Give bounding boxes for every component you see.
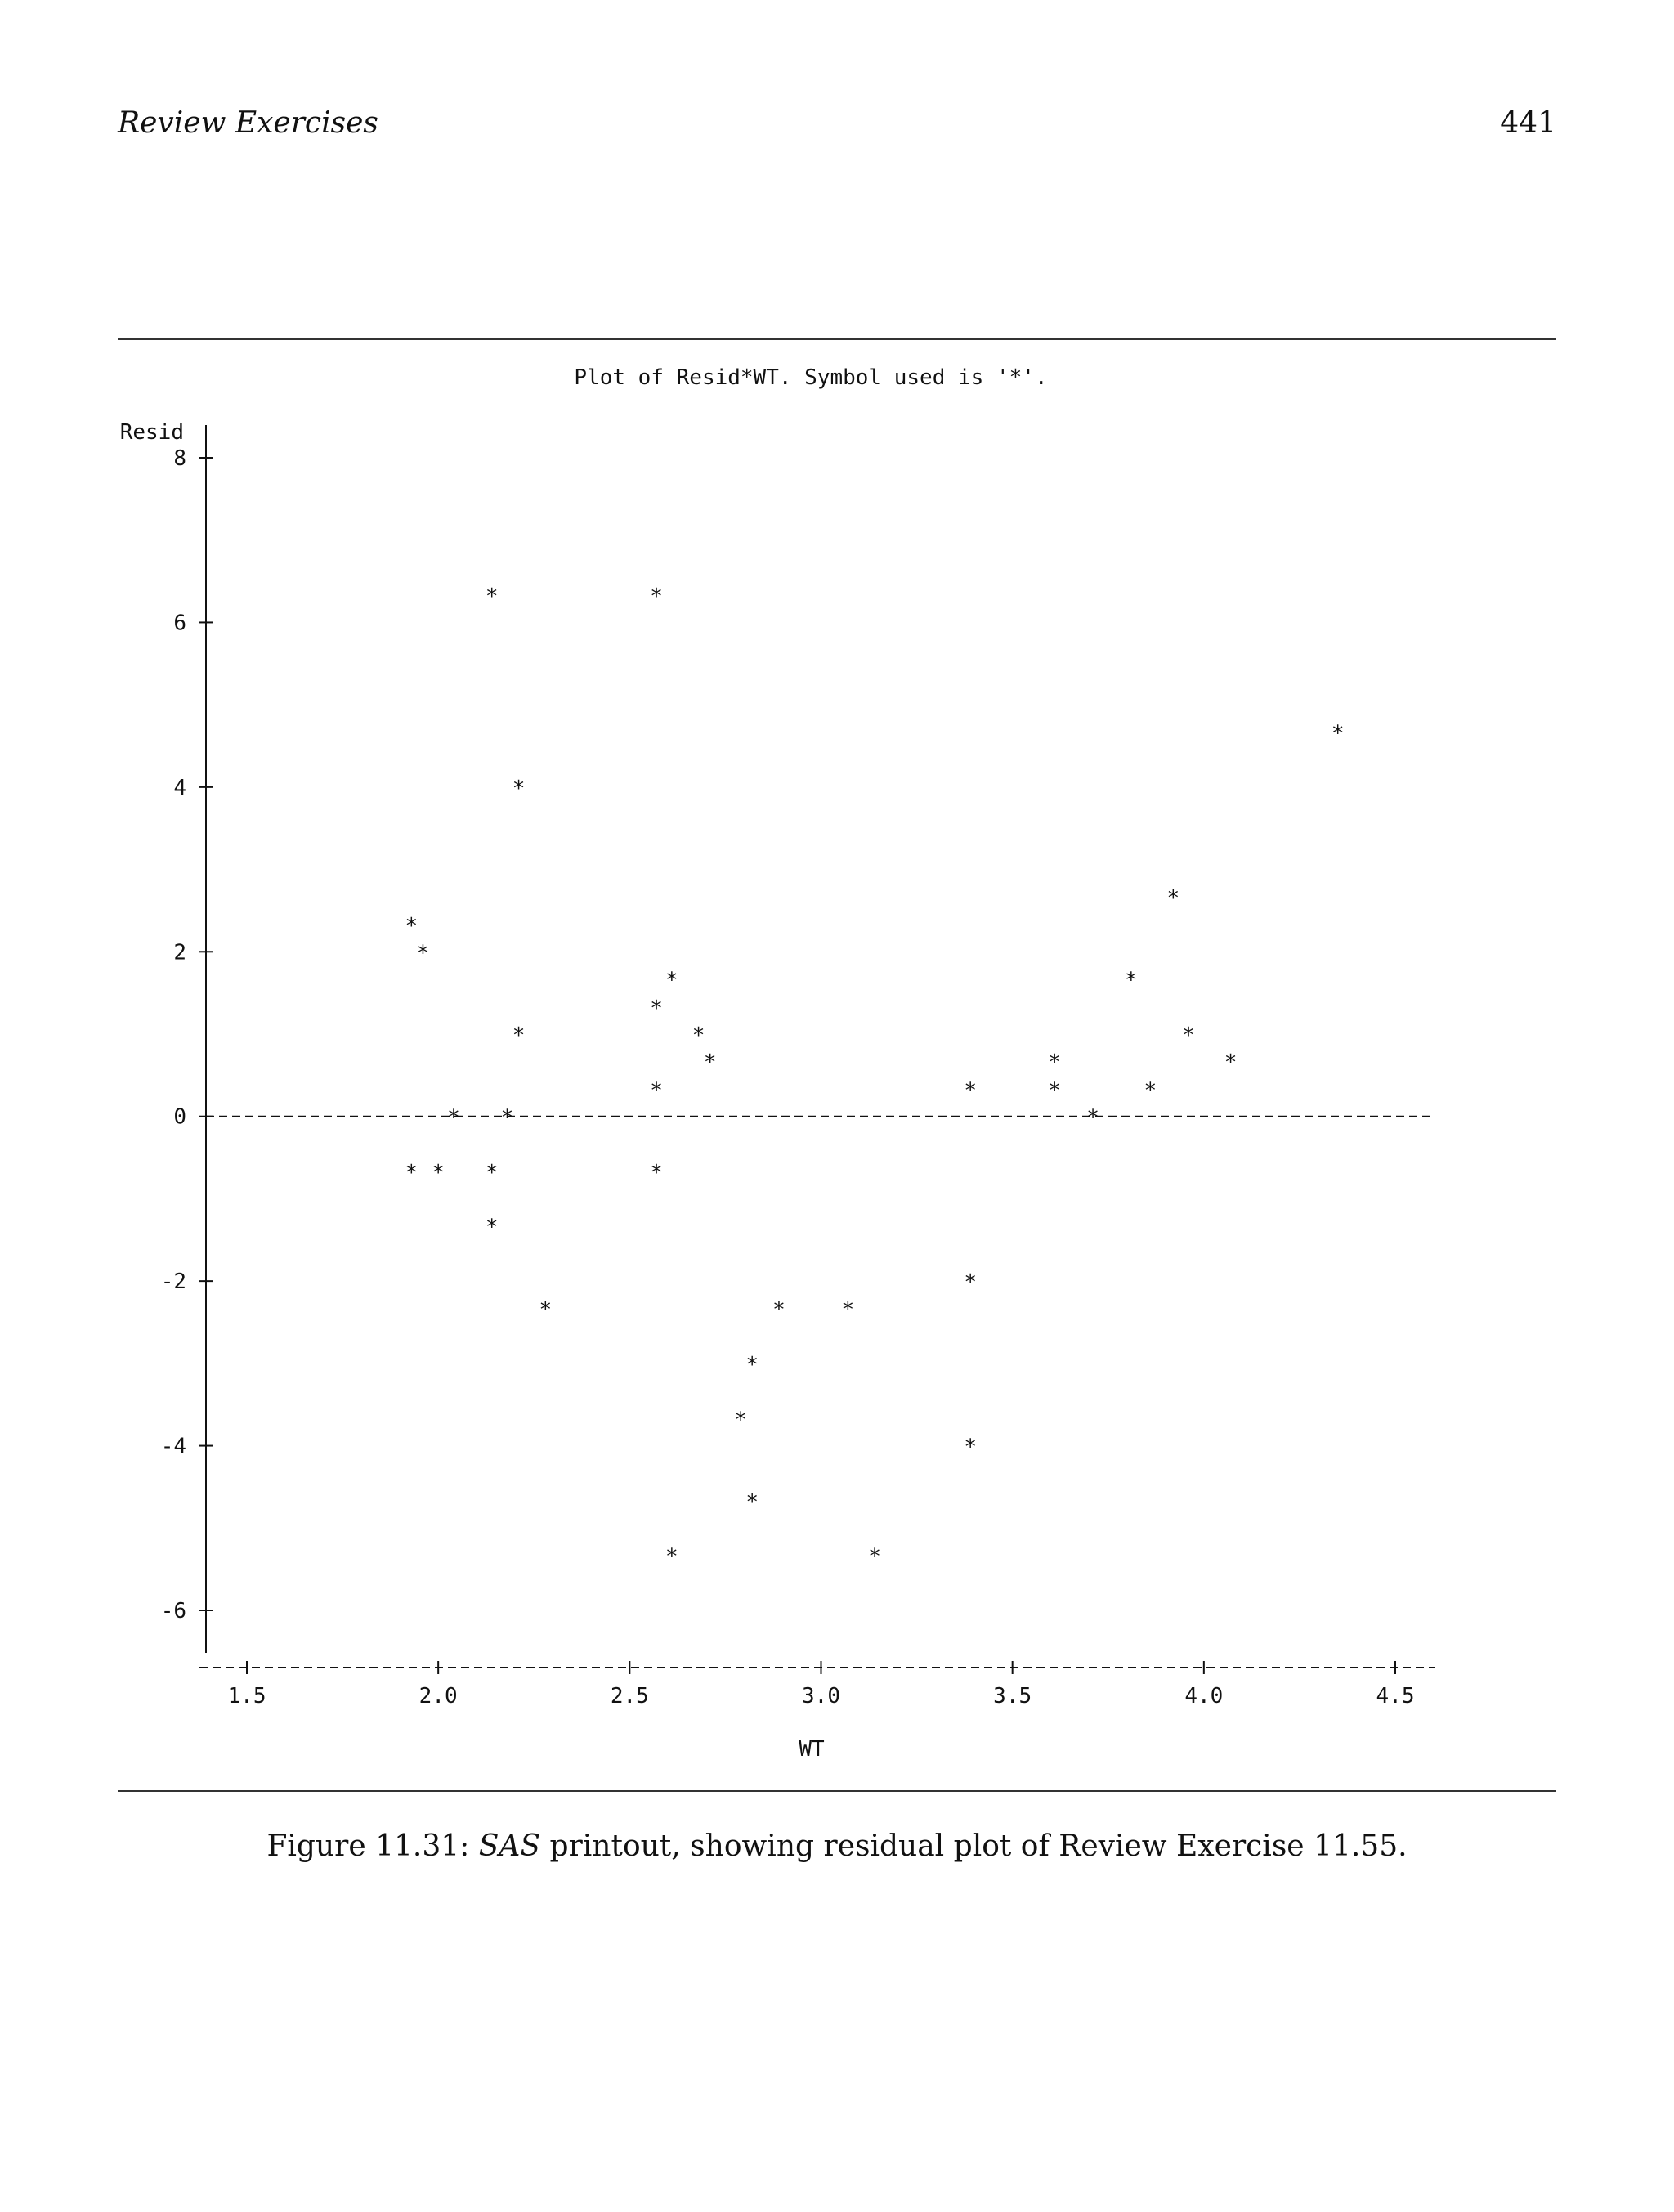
data-point: * xyxy=(772,1297,786,1322)
x-tick-label: 2.5 xyxy=(611,1684,649,1708)
data-point: * xyxy=(447,1106,460,1131)
data-point: * xyxy=(1182,1023,1195,1048)
y-tick-label: -2 xyxy=(161,1269,186,1294)
caption-prefix: Figure 11.31: xyxy=(266,1829,479,1863)
data-point: * xyxy=(539,1297,552,1322)
y-tick-label: -4 xyxy=(161,1435,186,1459)
x-axis-label: WT xyxy=(799,1737,825,1762)
data-point: * xyxy=(1332,721,1345,746)
data-point: * xyxy=(486,1216,499,1240)
data-point: * xyxy=(1167,886,1180,911)
x-tick-label: 4.5 xyxy=(1376,1684,1415,1708)
x-tick-label: 3.0 xyxy=(802,1684,840,1708)
data-point: * xyxy=(704,1050,717,1075)
data-point: * xyxy=(868,1545,881,1569)
data-point: * xyxy=(964,1435,977,1460)
page-number: 441 xyxy=(1500,106,1556,140)
data-point: * xyxy=(1224,1050,1238,1075)
data-point: * xyxy=(1048,1078,1061,1103)
top-rule xyxy=(118,338,1556,340)
data-point: * xyxy=(650,1078,663,1103)
data-point: * xyxy=(692,1023,705,1048)
data-point: * xyxy=(650,996,663,1021)
x-tick-label: 3.5 xyxy=(993,1684,1032,1708)
data-point: * xyxy=(512,1023,526,1048)
caption-rest: printout, showing residual plot of Revie… xyxy=(540,1829,1408,1863)
data-point: * xyxy=(501,1106,514,1131)
y-tick-label: 4 xyxy=(173,776,186,800)
data-point: * xyxy=(841,1297,854,1322)
y-tick-label: 6 xyxy=(173,611,186,635)
data-point: * xyxy=(486,584,499,609)
data-point: * xyxy=(650,1161,663,1185)
data-point: * xyxy=(512,777,526,801)
x-tick-label: 4.0 xyxy=(1184,1684,1223,1708)
data-point: * xyxy=(734,1408,747,1432)
data-point: * xyxy=(486,1161,499,1185)
figure-caption: Figure 11.31: SAS printout, showing resi… xyxy=(0,1829,1674,1863)
data-point: * xyxy=(964,1078,977,1103)
residual-plot: Plot of Resid*WT. Symbol used is '*'. Re… xyxy=(120,365,1435,1762)
chart-title: Plot of Resid*WT. Symbol used is '*'. xyxy=(574,365,1047,390)
y-tick-label: 2 xyxy=(173,940,186,965)
data-point: * xyxy=(665,1545,678,1569)
y-tick-label: 0 xyxy=(173,1105,186,1130)
y-axis-label: Resid xyxy=(120,420,184,445)
axes: 8 6 4 2 0 -2 -4 -6 1.5 2.0 2.5 3.0 3.5 4.0 4.5 xyxy=(161,425,1435,1708)
caption-software: SAS xyxy=(478,1829,541,1863)
y-tick-label: -6 xyxy=(161,1599,186,1623)
data-point: * xyxy=(665,969,678,993)
data-point: * xyxy=(745,1490,759,1515)
data-point: * xyxy=(1144,1078,1157,1103)
data-point: * xyxy=(1125,969,1138,993)
data-point: * xyxy=(405,1161,418,1185)
bottom-rule xyxy=(118,1790,1556,1792)
x-tick-label: 1.5 xyxy=(228,1684,266,1708)
data-point: * xyxy=(417,941,430,965)
data-points: * ******* *** * ** * ** * * ** * ** * * **** * ****** * xyxy=(405,584,1345,1569)
data-point: * xyxy=(405,914,418,938)
data-point: * xyxy=(432,1161,445,1185)
data-point: * xyxy=(964,1270,977,1295)
y-tick-label: 8 xyxy=(173,446,186,471)
x-tick-label: 2.0 xyxy=(419,1684,458,1708)
data-point: * xyxy=(1048,1050,1061,1075)
data-point: * xyxy=(1086,1106,1099,1131)
data-point: * xyxy=(745,1353,759,1377)
data-point: * xyxy=(650,584,663,609)
running-head: Review Exercises xyxy=(118,106,378,140)
